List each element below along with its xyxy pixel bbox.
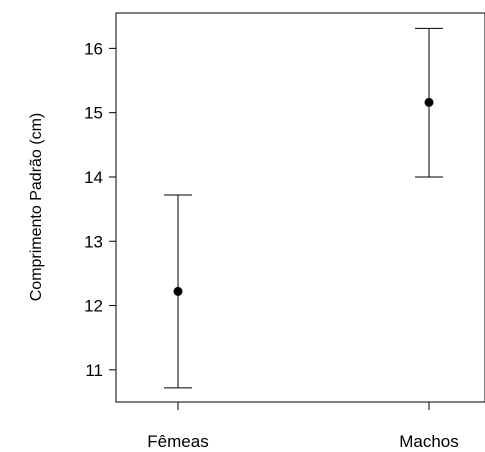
x-axis: Fêmeas Machos xyxy=(147,402,459,451)
y-tick-label: 13 xyxy=(84,232,103,251)
x-tick-label: Fêmeas xyxy=(147,432,208,451)
y-tick-label: 14 xyxy=(84,168,103,187)
mean-point xyxy=(424,97,434,107)
y-tick-label: 11 xyxy=(85,361,103,380)
y-tick-label: 12 xyxy=(84,297,103,316)
y-axis: 11 12 13 14 15 16 xyxy=(84,39,116,380)
mean-point xyxy=(173,286,183,296)
x-tick-label: Machos xyxy=(399,432,459,451)
plot-frame xyxy=(115,12,485,403)
y-axis-label: Comprimento Padrão (cm) xyxy=(28,113,45,302)
y-tick-label: 15 xyxy=(84,104,103,123)
y-tick-label: 16 xyxy=(84,39,103,58)
data-marks xyxy=(164,27,443,389)
